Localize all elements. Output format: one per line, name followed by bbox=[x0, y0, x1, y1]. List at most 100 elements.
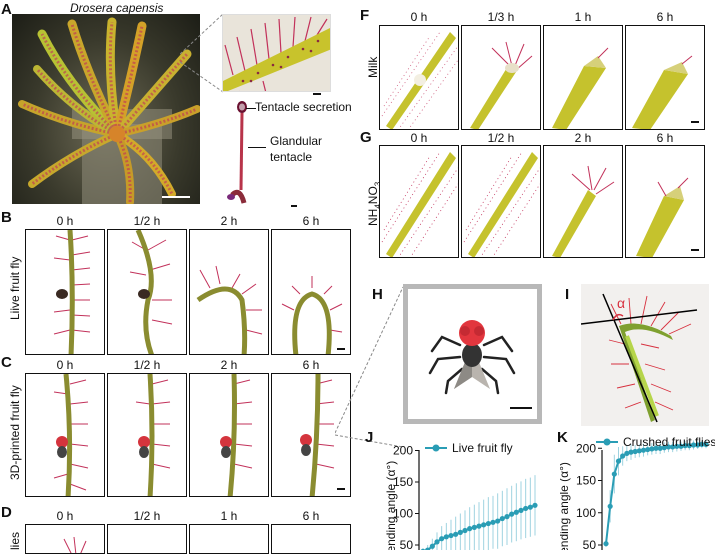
frame-c-0 bbox=[25, 373, 105, 497]
time-label-b-3: 6 h bbox=[302, 214, 320, 228]
chart-j: 50 100 150 200 bending angle (α°) Live fruit … bbox=[384, 441, 538, 550]
panel-a-title: Drosera capensis bbox=[70, 1, 164, 15]
data-point bbox=[678, 443, 684, 449]
data-point bbox=[429, 543, 435, 549]
time-label-c-0: 0 h bbox=[56, 358, 74, 372]
data-point bbox=[481, 522, 487, 528]
chart-k: 50 100 150 200 f-bending angle (α°) Crushed f… bbox=[560, 435, 715, 550]
zoom-guide-lines-h bbox=[335, 286, 404, 448]
data-point bbox=[645, 446, 651, 453]
data-point bbox=[485, 520, 491, 527]
data-point bbox=[471, 524, 477, 530]
time-label-b-0: 0 h bbox=[56, 214, 74, 228]
data-point bbox=[457, 529, 463, 535]
scale-bar-c bbox=[337, 488, 345, 490]
annotation-glandular: Glandular bbox=[270, 134, 323, 148]
data-point bbox=[699, 441, 705, 447]
time-label-g-0: 0 h bbox=[410, 131, 428, 145]
data-point bbox=[434, 539, 440, 545]
frame-f-2 bbox=[543, 25, 623, 130]
frame-d-2 bbox=[189, 524, 269, 554]
y-tick-label: 100 bbox=[393, 507, 413, 521]
time-label-f-3: 6 h bbox=[656, 10, 674, 24]
annotation-tentacle: tentacle bbox=[270, 150, 313, 164]
data-point bbox=[453, 531, 459, 537]
time-label-d-2: 1 h bbox=[220, 509, 238, 523]
data-point bbox=[476, 523, 482, 529]
y-axis-label: bending angle (α°) bbox=[384, 461, 398, 550]
data-point bbox=[632, 448, 638, 455]
frame-c-2 bbox=[189, 373, 269, 497]
scale-bar-tentacle bbox=[291, 205, 297, 207]
annotation-line-secretion bbox=[246, 108, 256, 109]
time-label-d-0: 0 h bbox=[56, 509, 74, 523]
data-point bbox=[703, 441, 709, 447]
frame-d-3 bbox=[271, 524, 351, 554]
panel-label-f: F bbox=[360, 7, 370, 24]
data-point bbox=[462, 527, 468, 534]
frame-c-1 bbox=[107, 373, 187, 497]
data-point bbox=[603, 541, 609, 547]
time-label-c-3: 6 h bbox=[302, 358, 320, 372]
data-point bbox=[657, 445, 663, 451]
time-label-d-1: 1/2 h bbox=[133, 509, 161, 523]
frame-f-0 bbox=[379, 25, 459, 130]
panel-label-d: D bbox=[1, 504, 12, 521]
data-point bbox=[615, 458, 622, 464]
y-tick-label: 50 bbox=[400, 538, 414, 550]
time-label-f-2: 1 h bbox=[574, 10, 592, 24]
time-label-f-0: 0 h bbox=[410, 10, 428, 24]
time-label-d-3: 6 h bbox=[302, 509, 320, 523]
zoom-guide-lines bbox=[180, 14, 224, 93]
data-point bbox=[640, 447, 647, 453]
frame-b-3 bbox=[271, 229, 351, 355]
panel-label-k: K bbox=[557, 429, 568, 446]
time-label-g-2: 2 h bbox=[574, 131, 592, 145]
scale-bar-h bbox=[510, 407, 532, 409]
panel-label-j: J bbox=[365, 429, 374, 446]
frame-g-3 bbox=[625, 145, 705, 258]
data-point bbox=[653, 445, 659, 451]
y-tick-label: 100 bbox=[576, 506, 596, 520]
legend-label: Live fruit fly bbox=[452, 441, 513, 455]
data-point bbox=[443, 534, 449, 540]
frame-b-0 bbox=[25, 229, 105, 355]
frame-b-2 bbox=[189, 229, 269, 355]
data-point bbox=[695, 442, 701, 448]
data-point bbox=[670, 444, 676, 450]
leaf-closeup-photo bbox=[222, 14, 331, 92]
row-label-g-nh: NH bbox=[366, 208, 380, 226]
time-label-c-2: 2 h bbox=[220, 358, 238, 372]
data-point bbox=[425, 547, 431, 550]
y-tick-label: 50 bbox=[583, 538, 597, 550]
row-label-c: 3D-printed fruit fly bbox=[8, 385, 22, 480]
time-label-g-3: 6 h bbox=[656, 131, 674, 145]
data-point bbox=[495, 518, 501, 524]
panel-label-a: A bbox=[1, 1, 12, 18]
legend-marker bbox=[603, 438, 611, 446]
data-point bbox=[490, 519, 496, 525]
time-label-f-1: 1/3 h bbox=[487, 10, 515, 24]
scale-bar-f bbox=[691, 121, 699, 123]
annotation-line-glandular bbox=[248, 147, 266, 148]
frame-b-1 bbox=[107, 229, 187, 355]
data-point bbox=[624, 450, 630, 457]
y-tick-label: 200 bbox=[576, 441, 596, 455]
legend-label: Crushed fruit flies bbox=[623, 435, 715, 449]
data-point bbox=[448, 532, 454, 539]
y-tick-label: 150 bbox=[393, 475, 413, 489]
scale-bar-g bbox=[691, 249, 699, 251]
scale-bar-inset bbox=[313, 93, 321, 95]
bending-angle-diagram: α bbox=[581, 284, 709, 426]
legend-marker bbox=[432, 444, 440, 452]
data-point bbox=[611, 471, 617, 477]
frame-g-1 bbox=[461, 145, 541, 258]
time-label-c-1: 1/2 h bbox=[133, 358, 161, 372]
data-point bbox=[523, 505, 529, 512]
time-label-b-1: 1/2 h bbox=[133, 214, 161, 228]
data-point bbox=[518, 507, 524, 513]
glandular-tentacle-image bbox=[227, 101, 247, 204]
drosera-plant-photo bbox=[12, 14, 200, 204]
panel-label-c: C bbox=[1, 354, 12, 371]
data-point bbox=[690, 442, 697, 448]
